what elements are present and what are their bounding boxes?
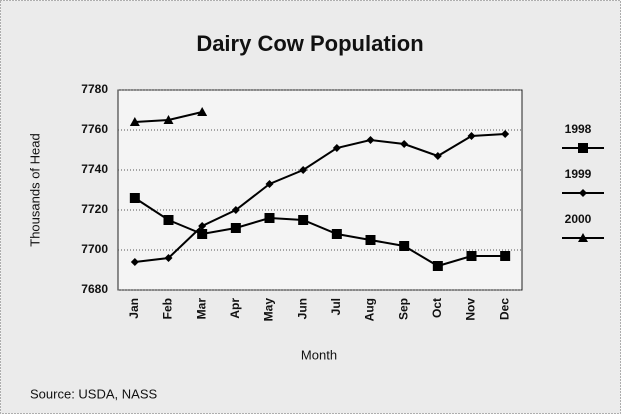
x-tick-label: Dec: [497, 298, 511, 320]
marker: [432, 261, 443, 271]
marker: [197, 107, 208, 116]
x-tick-label: Jun: [295, 298, 309, 319]
x-tick-label: Sep: [396, 298, 410, 320]
marker: [197, 229, 208, 239]
x-tick-label: Jan: [127, 298, 141, 319]
x-tick-label: Jul: [329, 298, 343, 315]
marker: [298, 215, 309, 225]
plot-area: [117, 89, 523, 291]
marker: [163, 215, 174, 225]
legend-label: 1998: [565, 122, 592, 136]
legend-label: 1999: [565, 167, 592, 181]
marker: [129, 193, 140, 203]
x-tick-label: Feb: [161, 298, 175, 319]
x-tick-label: Nov: [464, 298, 478, 321]
x-tick-label: May: [262, 298, 276, 322]
legend-marker: [579, 189, 587, 197]
marker: [164, 254, 173, 262]
marker: [500, 251, 511, 261]
marker: [265, 180, 274, 188]
marker: [129, 117, 140, 126]
marker: [501, 130, 510, 138]
marker: [466, 251, 477, 261]
chart-title: Dairy Cow Population: [196, 31, 423, 56]
y-tick-label: 7760: [81, 122, 108, 136]
marker: [399, 241, 410, 251]
marker: [365, 235, 376, 245]
marker: [130, 258, 139, 266]
x-tick-label: Mar: [194, 298, 208, 320]
x-tick-label: Oct: [430, 298, 444, 318]
marker: [467, 132, 476, 140]
marker: [231, 206, 240, 214]
marker: [198, 222, 207, 230]
y-tick-label: 7780: [81, 82, 108, 96]
x-axis-label: Month: [301, 347, 337, 362]
marker: [332, 144, 341, 152]
marker: [331, 229, 342, 239]
legend-marker: [578, 233, 588, 242]
x-tick-label: Apr: [228, 298, 242, 319]
y-tick-label: 7740: [81, 162, 108, 176]
marker: [163, 115, 174, 124]
x-tick-label: Aug: [363, 298, 377, 321]
marker: [433, 152, 442, 160]
marker: [400, 140, 409, 148]
y-tick-label: 7720: [81, 202, 108, 216]
source-note: Source: USDA, NASS: [30, 386, 157, 401]
y-tick-label: 7680: [81, 282, 108, 296]
marker: [299, 166, 308, 174]
y-tick-label: 7700: [81, 242, 108, 256]
legend-marker: [578, 143, 588, 153]
legend-label: 2000: [565, 212, 592, 226]
marker: [264, 213, 275, 223]
marker: [230, 223, 241, 233]
y-axis-label: Thousands of Head: [27, 133, 42, 246]
series-line: [134, 133, 506, 263]
marker: [366, 136, 375, 144]
